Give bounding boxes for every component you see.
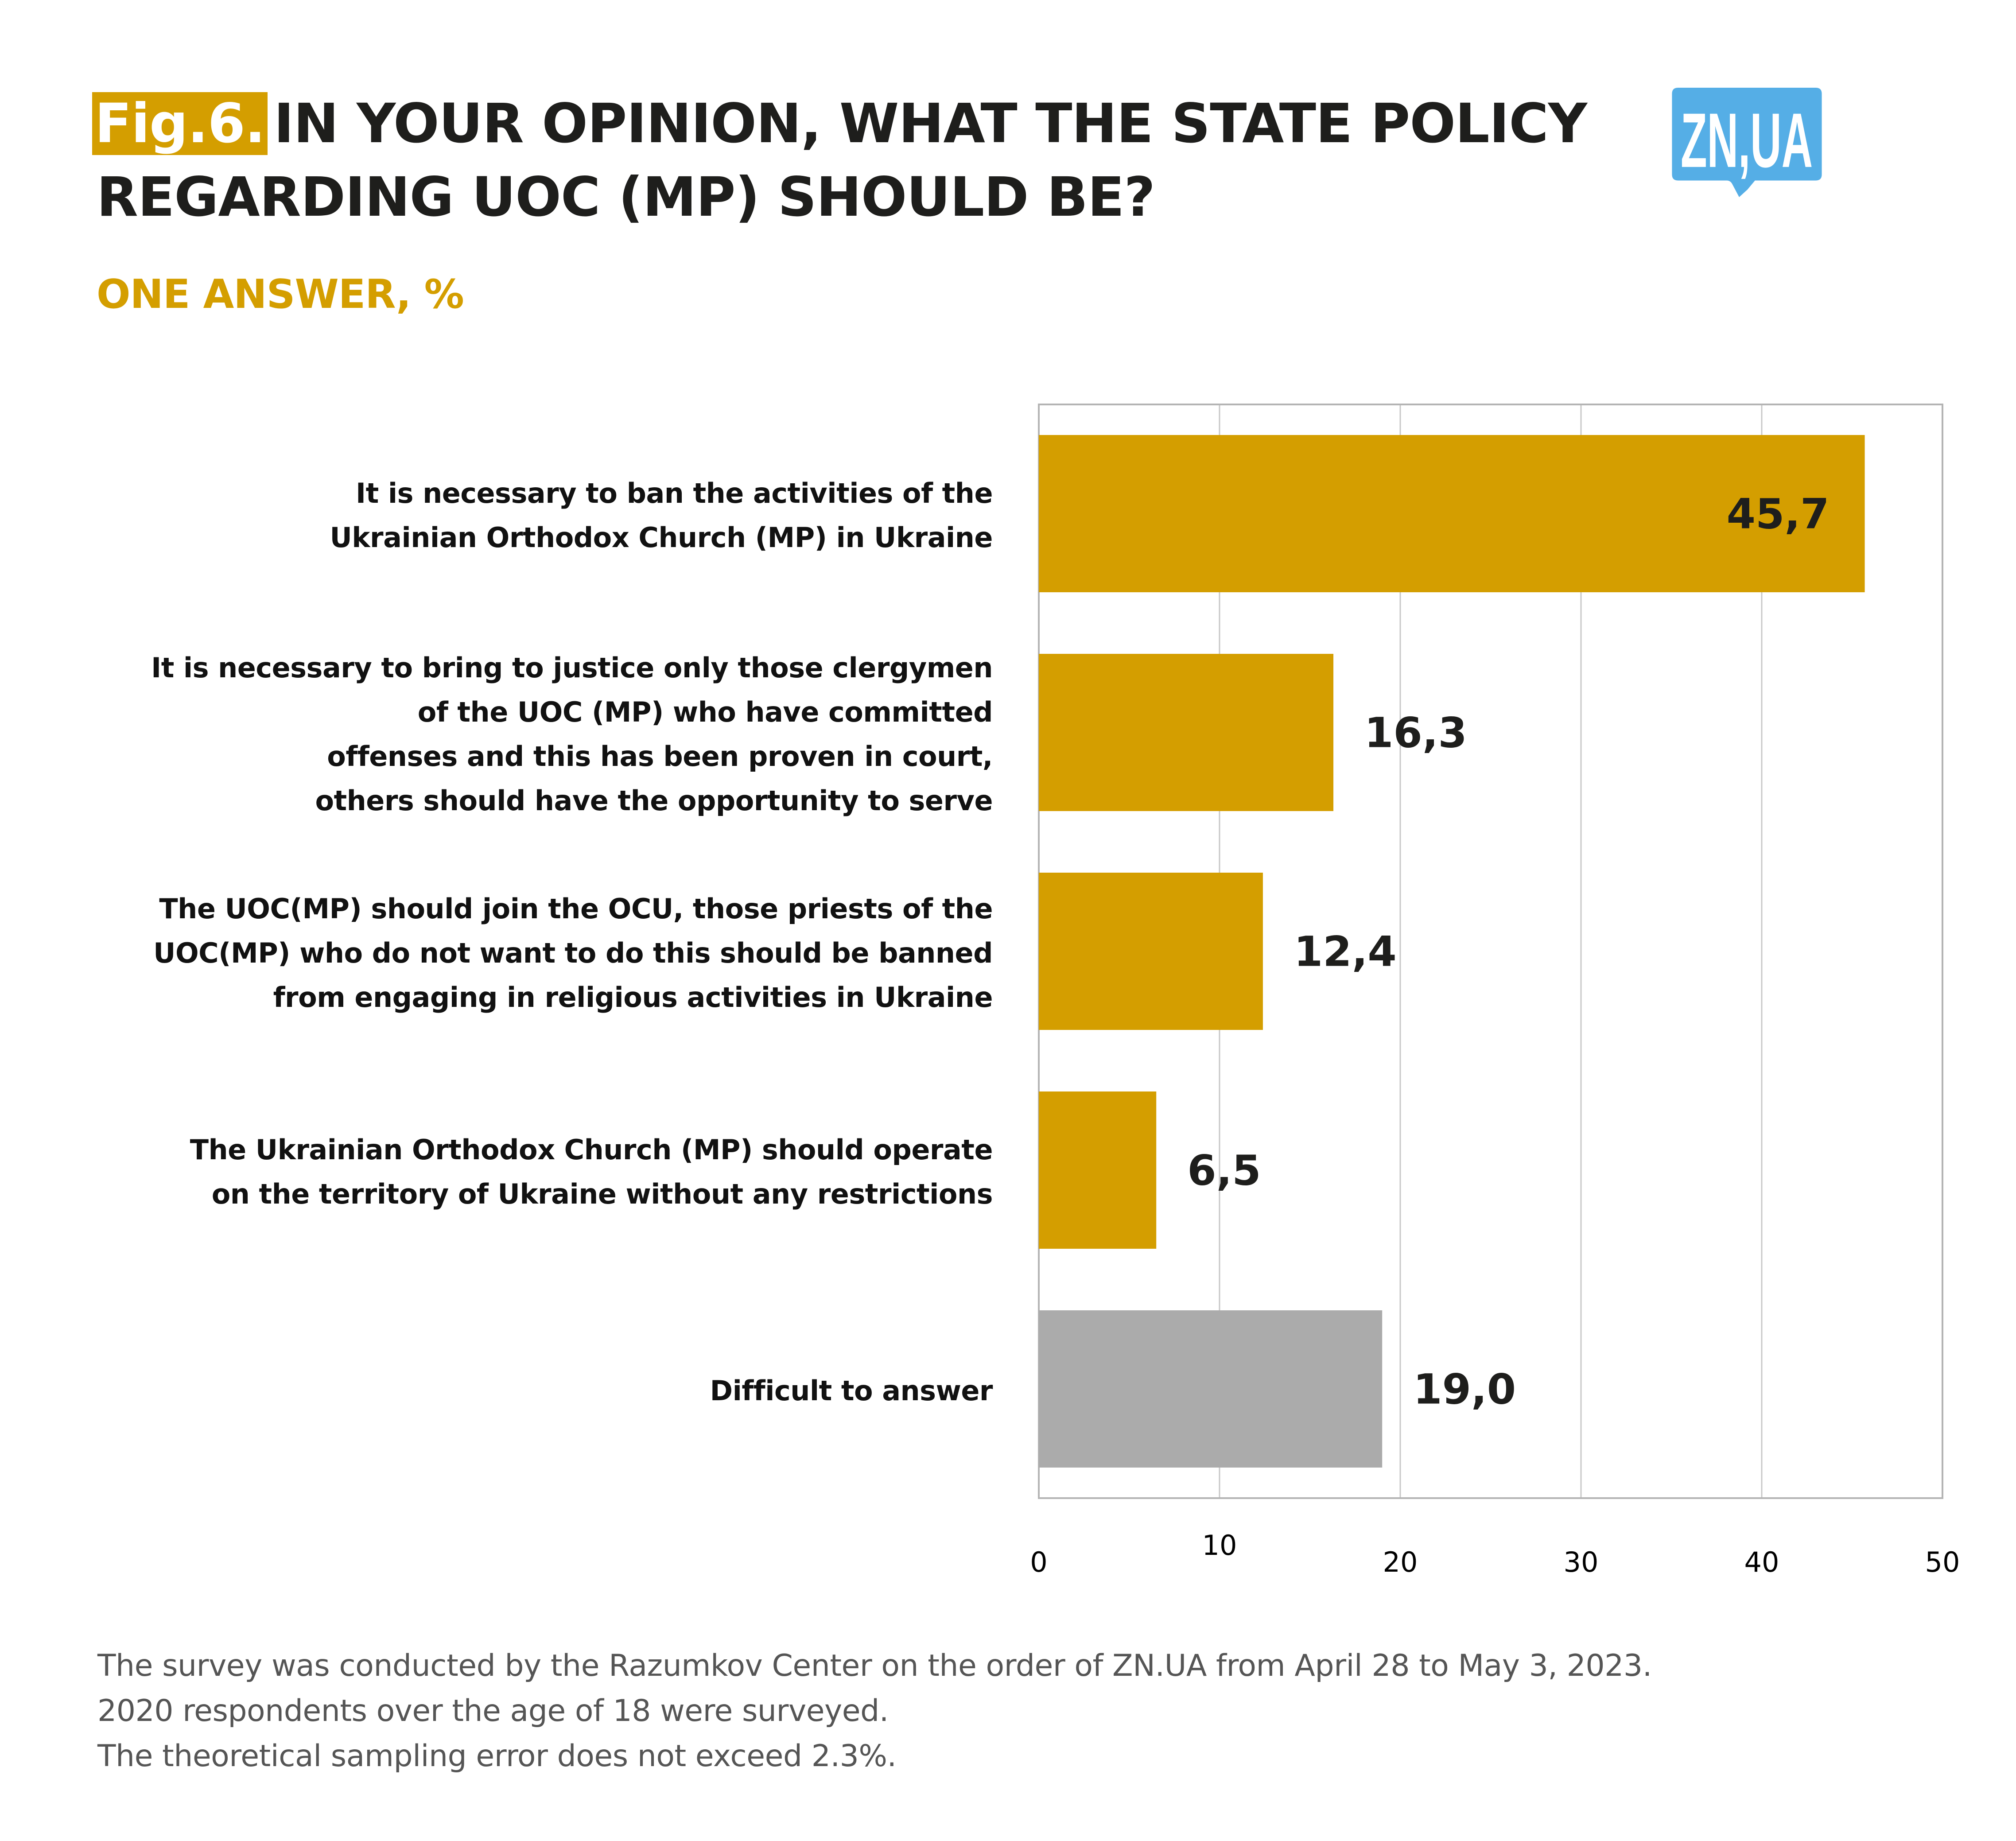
bar-value-label: 12,4 [1294,928,1397,976]
bar-value-label: 19,0 [1413,1366,1516,1414]
category-label-line: Difficult to answer [710,1374,993,1407]
chart-subtitle: ONE ANSWER, % [97,271,464,318]
chart-title: Fig.6. IN YOUR OPINION, WHAT THE STATE PO… [92,87,1625,234]
bar [1039,1091,1157,1249]
category-label-line: from engaging in religious activities in… [273,981,993,1014]
category-label: It is necessary to bring to justice only… [62,646,993,823]
category-label: The Ukrainian Orthodox Church (MP) shoul… [62,1128,993,1216]
category-label-line: The Ukrainian Orthodox Church (MP) shoul… [190,1133,993,1166]
bar [1039,654,1334,811]
category-label-line: The UOC(MP) should join the OCU, those p… [159,892,993,925]
logo-bubble-shape [1672,88,1822,197]
category-label-line: It is necessary to bring to justice only… [151,651,993,684]
x-tick-label: 40 [1744,1546,1779,1578]
bar-value-label: 45,7 [1727,490,1830,539]
title-line-1: Fig.6. IN YOUR OPINION, WHAT THE STATE PO… [92,87,1625,160]
survey-footnote: The survey was conducted by the Razumkov… [97,1643,1652,1779]
category-label: The UOC(MP) should join the OCU, those p… [62,887,993,1020]
category-label: It is necessary to ban the activities of… [62,471,993,560]
category-label-line: It is necessary to ban the activities of… [356,477,993,509]
category-label-line: offenses and this has been proven in cou… [327,740,993,773]
category-label-line: Ukrainian Orthodox Church (MP) in Ukrain… [330,521,993,554]
logo-text: ZN,UA [1681,97,1813,184]
bar-value-label: 6,5 [1187,1147,1261,1195]
bar [1039,435,1865,592]
bar-value-label: 16,3 [1364,709,1467,757]
title-text-line-1: IN YOUR OPINION, WHAT THE STATE POLICY [274,92,1587,155]
figure-number-badge: Fig.6. [92,92,268,155]
x-tick-label: 30 [1564,1546,1599,1578]
x-tick-label: 0 [1030,1546,1047,1578]
title-line-2: REGARDING UOC (MP) SHOULD BE? [97,166,1155,229]
x-tick-label: 10 [1202,1529,1237,1561]
bar [1039,873,1263,1030]
category-label: Difficult to answer [62,1369,993,1413]
category-label-line: others should have the opportunity to se… [315,784,993,817]
bar [1039,1310,1383,1468]
footnote-line-3: The theoretical sampling error does not … [97,1739,897,1774]
zn-ua-logo: ZN,UA [1659,88,1835,197]
category-label-line: UOC(MP) who do not want to do this shoul… [153,936,993,969]
category-label-line: of the UOC (MP) who have committed [417,695,993,728]
footnote-line-1: The survey was conducted by the Razumkov… [97,1648,1652,1683]
category-label-line: on the territory of Ukraine without any … [211,1177,993,1210]
speech-bubble-logo-icon: ZN,UA [1672,88,1822,197]
footnote-line-2: 2020 respondents over the age of 18 were… [97,1693,889,1728]
x-tick-label: 50 [1925,1546,1960,1578]
x-tick-label: 20 [1383,1546,1418,1578]
